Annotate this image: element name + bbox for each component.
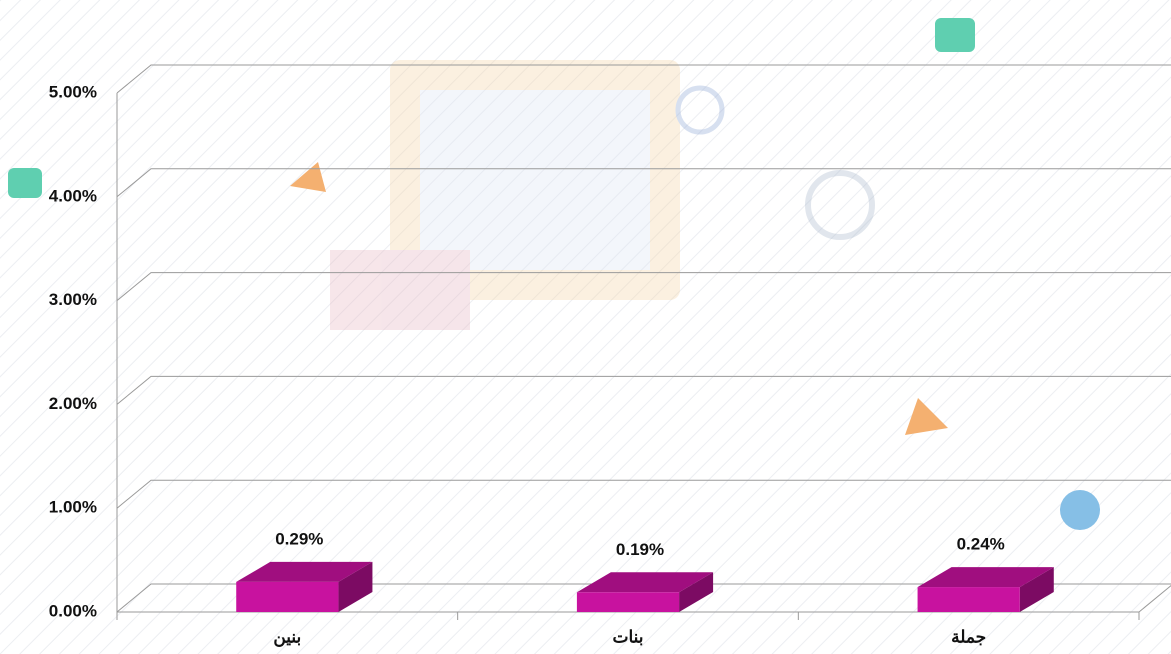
bar-top bbox=[576, 572, 714, 593]
bar bbox=[576, 592, 680, 612]
floor-right bbox=[1138, 584, 1171, 613]
x-tick-label: بنات bbox=[612, 627, 643, 646]
bar bbox=[236, 581, 339, 612]
grid-line bbox=[116, 168, 1171, 198]
value-label: 0.29% bbox=[275, 529, 323, 548]
y-tick-label: 0.00% bbox=[49, 601, 97, 620]
y-tick-label: 2.00% bbox=[49, 394, 97, 413]
decoration bbox=[935, 18, 975, 52]
grid-line bbox=[116, 583, 1171, 613]
value-label: 0.19% bbox=[616, 540, 664, 559]
grid-line bbox=[116, 479, 1171, 509]
bar-side bbox=[679, 572, 714, 612]
decoration bbox=[1060, 490, 1100, 530]
bar-top bbox=[917, 567, 1054, 588]
decoration bbox=[8, 168, 42, 198]
grid-line bbox=[116, 272, 1171, 301]
y-tick-label: 4.00% bbox=[49, 186, 97, 205]
bar-side bbox=[1019, 567, 1054, 612]
value-label: 0.24% bbox=[957, 535, 1005, 554]
decoration bbox=[290, 162, 326, 192]
grid-line bbox=[116, 64, 1171, 94]
y-tick-label: 1.00% bbox=[49, 498, 97, 517]
y-tick-label: 5.00% bbox=[49, 82, 97, 101]
grid-line bbox=[116, 375, 1171, 405]
bar-top bbox=[236, 561, 373, 582]
bar-side bbox=[338, 561, 373, 612]
decoration bbox=[330, 60, 875, 330]
x-tick-label: بنين bbox=[273, 627, 301, 647]
x-tick-label: جملة bbox=[951, 627, 986, 646]
decoration bbox=[905, 398, 948, 435]
bar bbox=[917, 587, 1020, 612]
y-tick-label: 3.00% bbox=[49, 290, 97, 309]
